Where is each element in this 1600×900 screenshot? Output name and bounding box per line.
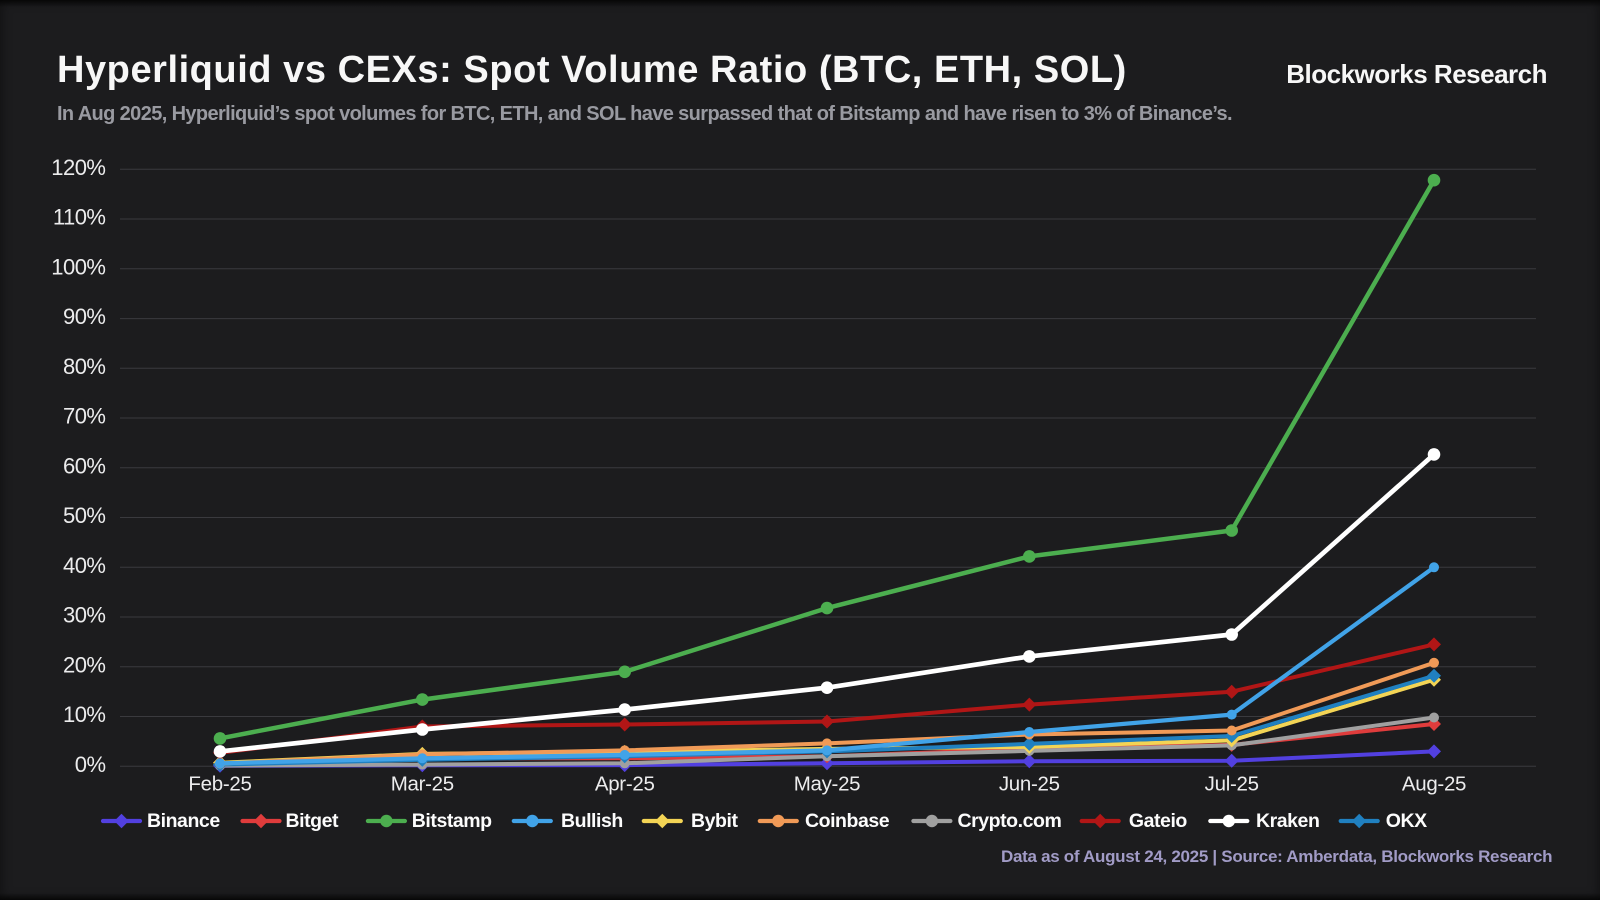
svg-text:100%: 100% xyxy=(51,254,105,279)
svg-text:80%: 80% xyxy=(63,354,106,379)
svg-text:30%: 30% xyxy=(63,603,106,628)
svg-text:Mar-25: Mar-25 xyxy=(391,773,454,796)
svg-text:Jun-25: Jun-25 xyxy=(999,773,1060,796)
svg-text:Jul-25: Jul-25 xyxy=(1205,773,1259,796)
svg-text:Bitstamp: Bitstamp xyxy=(412,810,492,832)
svg-text:40%: 40% xyxy=(63,553,106,578)
svg-text:Kraken: Kraken xyxy=(1256,810,1319,832)
svg-text:Binance: Binance xyxy=(147,810,220,832)
svg-text:20%: 20% xyxy=(63,652,106,677)
svg-text:70%: 70% xyxy=(63,404,106,429)
svg-text:Aug-25: Aug-25 xyxy=(1402,773,1466,796)
svg-text:110%: 110% xyxy=(53,205,106,230)
svg-text:May-25: May-25 xyxy=(794,773,861,796)
svg-text:60%: 60% xyxy=(63,453,106,478)
svg-text:Crypto.com: Crypto.com xyxy=(958,810,1062,832)
svg-text:90%: 90% xyxy=(63,304,106,329)
svg-text:120%: 120% xyxy=(51,155,105,180)
svg-text:Coinbase: Coinbase xyxy=(805,810,890,832)
svg-text:Feb-25: Feb-25 xyxy=(188,773,251,796)
svg-text:Bybit: Bybit xyxy=(691,810,738,832)
svg-text:0%: 0% xyxy=(75,752,106,777)
svg-text:Apr-25: Apr-25 xyxy=(595,773,655,796)
svg-text:Bullish: Bullish xyxy=(561,810,623,832)
svg-text:50%: 50% xyxy=(63,503,106,528)
svg-text:OKX: OKX xyxy=(1386,810,1427,832)
svg-text:Gateio: Gateio xyxy=(1129,810,1188,832)
svg-text:10%: 10% xyxy=(63,702,106,727)
svg-text:Bitget: Bitget xyxy=(286,810,340,832)
